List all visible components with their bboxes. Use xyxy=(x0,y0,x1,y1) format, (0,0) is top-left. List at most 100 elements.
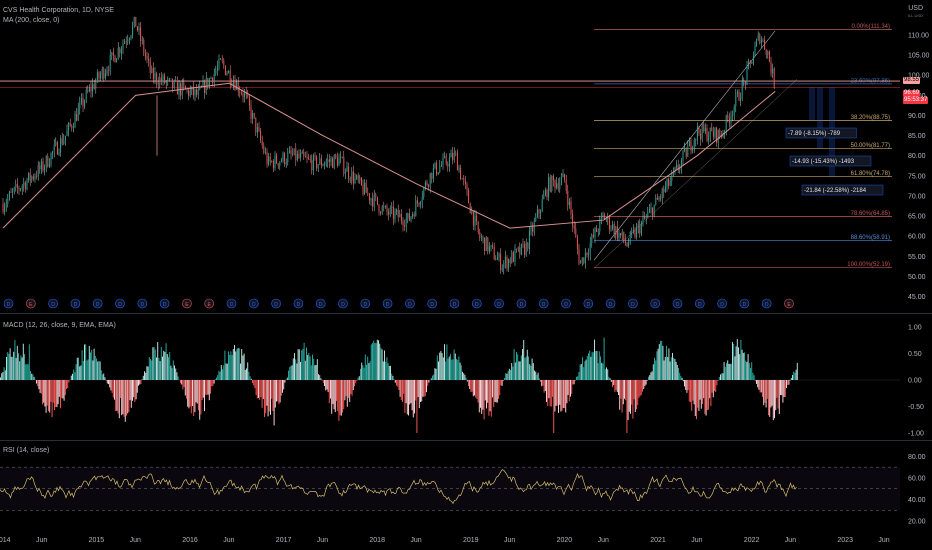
dividend-icon[interactable] xyxy=(538,298,549,309)
dividend-icon[interactable] xyxy=(159,298,170,309)
dividend-icon[interactable] xyxy=(338,298,348,309)
macd-histogram-bar xyxy=(388,365,390,380)
macd-histogram-bar xyxy=(655,360,657,380)
dividend-icon[interactable] xyxy=(471,298,482,309)
time-axis-tick: 2015 xyxy=(88,537,105,544)
dividend-icon[interactable] xyxy=(561,298,571,309)
earnings-icon[interactable] xyxy=(784,298,794,309)
candle-body xyxy=(284,153,286,165)
dividend-icon[interactable] xyxy=(449,298,460,309)
rsi-line[interactable] xyxy=(0,469,797,505)
candle-body xyxy=(157,82,159,86)
macd-pane[interactable]: 1.00 0.50 0.00 -0.50 -1.00 MACD (12, 26, clo… xyxy=(0,314,932,440)
earnings-icon[interactable] xyxy=(182,298,192,309)
dividend-icon[interactable] xyxy=(583,298,594,309)
candle-body xyxy=(557,183,559,189)
macd-histogram-bar xyxy=(266,380,268,406)
dividend-icon[interactable] xyxy=(650,298,661,309)
earnings-icon[interactable] xyxy=(25,298,36,309)
dividend-icon[interactable] xyxy=(48,298,58,309)
candle-body xyxy=(591,234,593,243)
price-chart-svg[interactable]: 110.00105.00100.0095.0090.0085.0080.0075… xyxy=(0,0,932,313)
measure-range[interactable] xyxy=(817,87,823,149)
candle-body xyxy=(480,237,482,239)
macd-histogram-bar xyxy=(531,358,533,380)
dividend-icon[interactable] xyxy=(226,298,237,309)
macd-legend[interactable]: MACD (12, 26, close, 9, EMA, EMA) xyxy=(3,322,116,329)
macd-histogram-bar xyxy=(261,380,263,408)
dividend-icon[interactable] xyxy=(761,298,772,309)
symbol-title[interactable]: CVS Health Corporation, 1D, NYSE xyxy=(3,7,114,14)
macd-histogram-bar xyxy=(646,380,648,381)
candle-body xyxy=(437,172,439,175)
candle-body xyxy=(692,148,694,151)
earnings-icon[interactable] xyxy=(204,298,214,309)
macd-histogram-bar xyxy=(585,359,587,380)
dividend-icon[interactable] xyxy=(360,298,371,309)
time-axis-tick: Jun xyxy=(504,537,516,544)
dividend-icon[interactable] xyxy=(605,298,616,309)
candle-body xyxy=(333,154,335,168)
candle-body xyxy=(240,92,242,94)
macd-histogram-bar xyxy=(559,380,561,405)
dividend-icon[interactable] xyxy=(70,298,81,309)
dividend-icon[interactable] xyxy=(382,298,393,309)
event-icon-letter: D xyxy=(230,302,234,308)
macd-histogram-bar xyxy=(692,380,694,401)
dividend-icon[interactable] xyxy=(516,298,527,309)
ma-200-line[interactable] xyxy=(2,82,776,229)
dividend-icon[interactable] xyxy=(293,298,304,309)
candle-body xyxy=(141,40,143,41)
candle-body xyxy=(594,228,596,237)
candle-body xyxy=(122,43,124,50)
dividend-icon[interactable] xyxy=(694,298,705,309)
macd-histogram-bar xyxy=(337,380,339,412)
pane-separator[interactable] xyxy=(0,313,932,314)
event-icon-letter: D xyxy=(497,302,501,308)
dividend-icon[interactable] xyxy=(137,298,148,309)
dividend-icon[interactable] xyxy=(672,298,683,309)
macd-histogram-bar xyxy=(721,373,723,380)
macd-histogram-bar xyxy=(392,375,394,380)
dividend-icon[interactable] xyxy=(628,298,638,309)
macd-histogram-bar xyxy=(50,380,52,402)
measure-range[interactable] xyxy=(809,87,815,121)
dividend-icon[interactable] xyxy=(739,298,750,309)
pane-separator[interactable] xyxy=(0,440,932,441)
macd-histogram-bar xyxy=(316,359,318,380)
rsi-legend[interactable]: RSI (14, close) xyxy=(3,447,50,454)
trend-line[interactable] xyxy=(593,79,798,269)
candle-body xyxy=(231,83,233,85)
macd-histogram-bar xyxy=(15,357,17,380)
dividend-icon[interactable] xyxy=(405,298,415,309)
ma-legend[interactable]: MA (200, close, 0) xyxy=(3,17,60,24)
rsi-pane[interactable]: 80.00 60.00 40.00 20.00 RSI (14, close) xyxy=(0,441,932,532)
candle-body xyxy=(772,68,774,74)
time-axis[interactable]: 2014 Jun 2015 Jun 2016 Jun 2017 Jun 2018 Jun 2019 J… xyxy=(0,532,932,550)
dividend-icon[interactable] xyxy=(427,298,438,309)
macd-histogram-bar xyxy=(139,380,141,385)
macd-histogram-bar xyxy=(422,380,424,397)
price-chart-pane[interactable]: 110.00105.00100.0095.0090.0085.0080.0075… xyxy=(0,0,932,313)
candle-body xyxy=(88,86,90,92)
dividend-icon[interactable] xyxy=(115,298,125,309)
candle-body xyxy=(45,155,47,167)
macd-histogram-bar xyxy=(297,349,299,380)
candle-body xyxy=(472,210,474,226)
dividend-icon[interactable] xyxy=(717,298,727,309)
dividend-icon[interactable] xyxy=(271,298,281,309)
candle-body xyxy=(620,233,622,236)
candle-body xyxy=(524,244,526,256)
dividend-icon[interactable] xyxy=(494,298,504,309)
dividend-icon[interactable] xyxy=(92,298,103,309)
macd-histogram-bar xyxy=(399,380,401,397)
event-icon-letter: D xyxy=(475,302,479,308)
macd-histogram-bar xyxy=(740,339,742,380)
macd-histogram-bar xyxy=(512,366,514,380)
candle-body xyxy=(762,40,764,41)
dividend-icon[interactable] xyxy=(249,298,259,309)
dividend-icon[interactable] xyxy=(315,298,326,309)
macd-histogram-bar xyxy=(141,379,143,380)
dividend-icon[interactable] xyxy=(3,298,14,309)
candle-body xyxy=(544,190,546,196)
